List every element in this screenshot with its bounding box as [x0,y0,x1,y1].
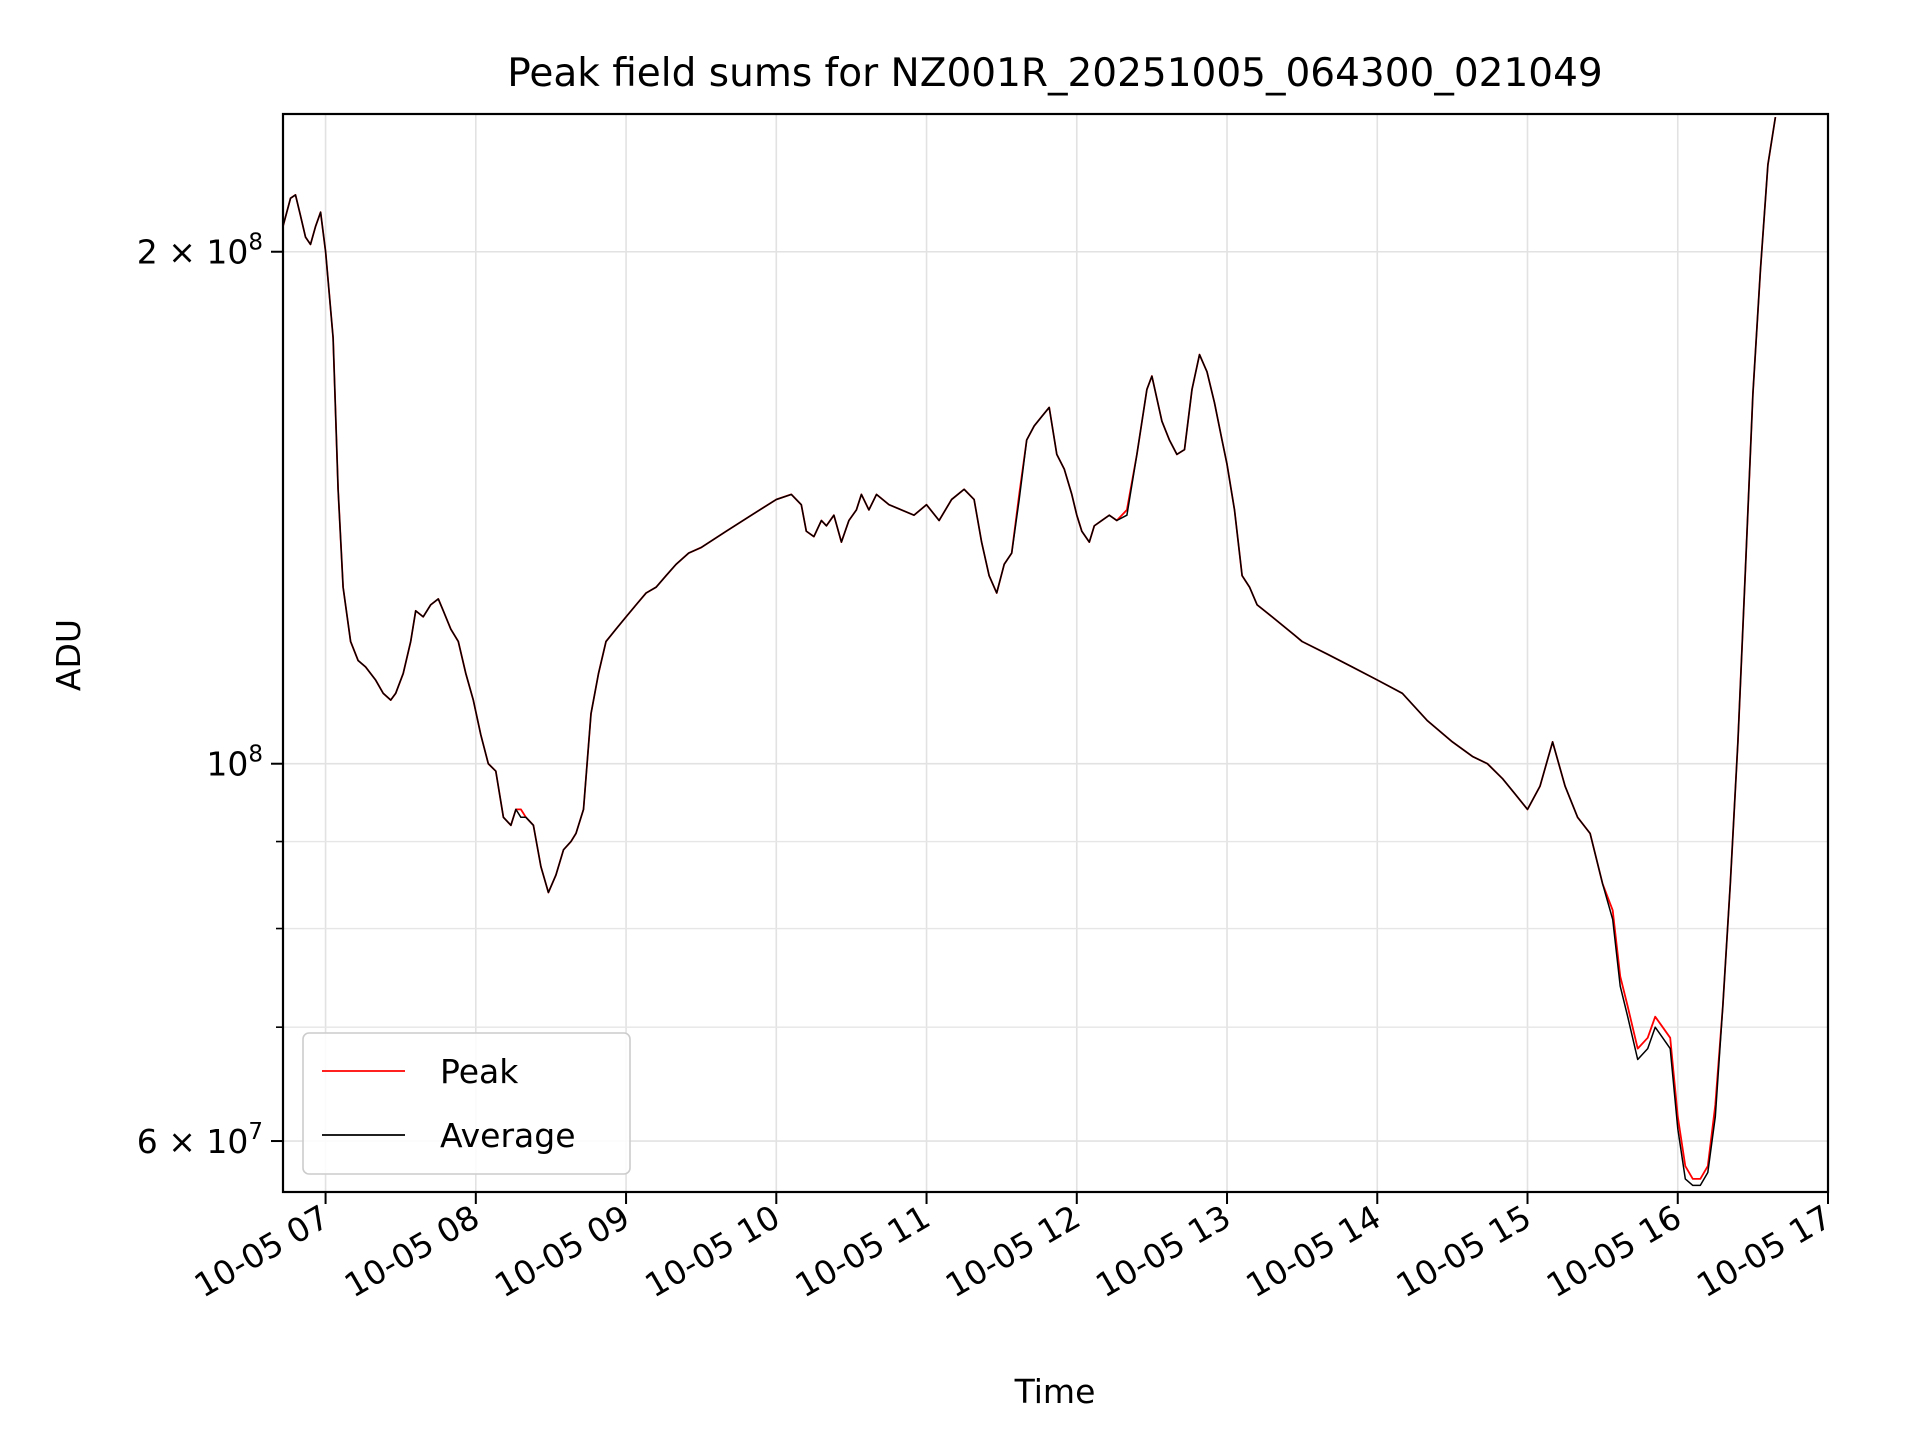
plot-frame [281,112,1830,1194]
y-tick-label: 6 × 107 [137,1119,263,1161]
y-tick-mantissa: 10 [206,745,248,784]
y-axis-label: ADU [49,619,88,691]
chart-title: Peak field sums for NZ001R_20251005_0643… [507,51,1603,96]
legend-label-peak: Peak [440,1052,519,1091]
series-line-average [283,116,1777,1187]
y-tick-exponent: 8 [248,742,263,768]
x-axis-label: Time [1014,1372,1096,1411]
y-tick-mantissa: 2 × 10 [137,233,249,272]
y-tick-exponent: 8 [248,230,263,256]
legend: Peak Average [302,1032,631,1175]
y-tick-exponent: 7 [248,1119,263,1145]
grid [283,114,1828,1192]
y-tick-mantissa: 6 × 10 [137,1122,249,1161]
legend-label-average: Average [440,1116,576,1155]
y-tick-label: 108 [206,742,263,784]
y-tick-label: 2 × 108 [137,230,263,272]
legend-box [302,1032,631,1175]
